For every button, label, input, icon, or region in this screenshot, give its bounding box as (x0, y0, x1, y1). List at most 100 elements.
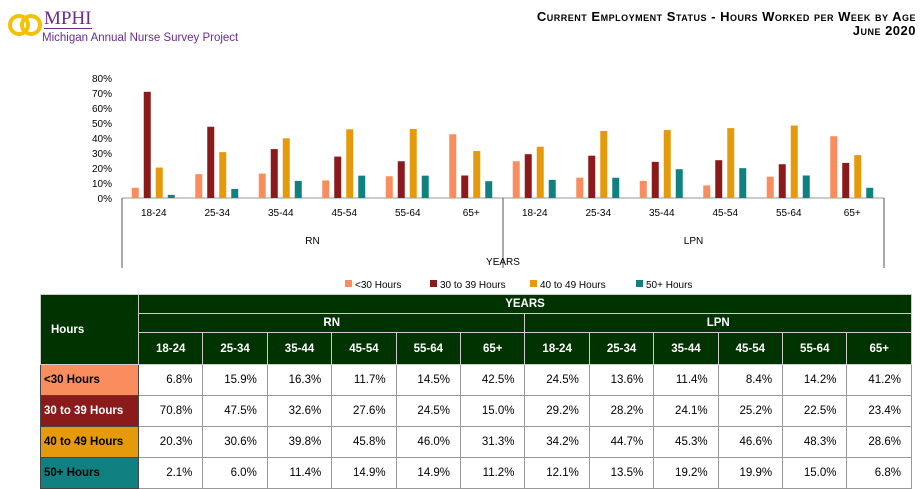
age-header: 25-34 (202, 332, 268, 365)
bar-rn-18-24-s1 (143, 91, 151, 198)
table-cell: 42.5% (460, 364, 526, 396)
bar-rn-65+-s2 (473, 151, 481, 198)
table-cell: 47.5% (202, 395, 268, 427)
mphi-logo-icon (8, 14, 42, 36)
table-cell: 44.7% (588, 426, 655, 458)
legend-label: <30 Hours (355, 280, 401, 291)
logo-text: MPHI (44, 8, 92, 29)
table-cell: 46.0% (395, 426, 462, 458)
table-row: 30 to 39 Hours 70.8% 47.5% 32.6% 27.6% 24.5% 1… (40, 395, 912, 427)
x-tick-label: 55-64 (395, 208, 421, 219)
bar-lpn-18-24-s1 (524, 154, 532, 198)
x-tick-label: 35-44 (649, 208, 675, 219)
table-cell: 24.5% (524, 364, 590, 396)
x-tick-label: 25-34 (585, 208, 611, 219)
y-tick-label: 30% (92, 149, 112, 160)
table-cell: 6.8% (137, 364, 204, 396)
bar-lpn-65+-s0 (830, 136, 838, 198)
table-cell: 13.6% (588, 364, 655, 396)
subtitle-line: June 2020 (852, 23, 916, 38)
table-cell: 15.0% (782, 457, 848, 489)
x-tick-label: 18-24 (141, 208, 167, 219)
row-label: <30 Hours (40, 364, 139, 396)
group-label: RN (305, 236, 319, 247)
table-cell: 11.2% (460, 457, 526, 489)
bar-rn-65+-s0 (449, 134, 457, 198)
bar-lpn-65+-s2 (854, 155, 862, 198)
table-cell: 30.6% (202, 426, 268, 458)
table-row: <30 Hours 6.8% 15.9% 16.3% 11.7% 14.5% 42.5% 24… (40, 364, 912, 396)
data-table: Hours YEARS RN LPN 18-24 25-34 35-44 45-54 55-… (40, 294, 912, 489)
bar-rn-55-64-s0 (385, 176, 393, 198)
bar-lpn-25-34-s1 (588, 155, 596, 198)
age-header: 55-64 (782, 332, 848, 365)
bar-lpn-35-44-s1 (651, 161, 659, 198)
bar-rn-55-64-s2 (409, 129, 417, 198)
x-tick-label: 35-44 (268, 208, 294, 219)
table-cell: 11.7% (331, 364, 397, 396)
logo: MPHI Michigan Annual Nurse Survey Projec… (8, 8, 238, 47)
table-cell: 14.2% (782, 364, 848, 396)
bar-lpn-45-54-s1 (715, 160, 723, 198)
bar-rn-45-54-s2 (346, 129, 354, 198)
table-cell: 39.8% (266, 426, 333, 458)
table-cell: 6.8% (846, 457, 912, 489)
bar-chart: 0% 10% 20% 30% 40% 50% 60% 70% 80% RN 18-24 25-34 35… (92, 74, 885, 291)
table-cell: 25.2% (717, 395, 784, 427)
table-cell: 12.1% (524, 457, 590, 489)
table-cell: 48.3% (782, 426, 848, 458)
table-cell: 32.6% (266, 395, 333, 427)
bar-rn-25-34-s3 (231, 189, 239, 198)
table-cell: 16.3% (266, 364, 333, 396)
table-cell: 24.5% (395, 395, 462, 427)
table-row: 50+ Hours 2.1% 6.0% 11.4% 14.9% 14.9% 11.2% 12.… (40, 457, 912, 489)
row-label: 30 to 39 Hours (40, 395, 139, 427)
table-cell: 46.6% (717, 426, 784, 458)
page-title: Current Employment Status - Hours Worked… (537, 10, 916, 38)
table-cell: 19.9% (717, 457, 784, 489)
group-header: LPN (524, 313, 912, 333)
bar-rn-35-44-s2 (282, 138, 290, 198)
y-tick-label: 70% (92, 89, 112, 100)
bar-rn-35-44-s3 (294, 180, 302, 198)
bar-rn-18-24-s3 (167, 194, 175, 198)
bar-lpn-45-54-s2 (727, 128, 735, 198)
row-label: 50+ Hours (40, 457, 139, 489)
age-header: 55-64 (395, 332, 462, 365)
row-label: 40 to 49 Hours (40, 426, 139, 458)
legend-label: 50+ Hours (646, 280, 692, 291)
age-header: 35-44 (266, 332, 333, 365)
bar-lpn-18-24-s3 (548, 179, 556, 198)
bar-rn-25-34-s2 (219, 152, 227, 198)
x-tick-label: 45-54 (712, 208, 738, 219)
table-cell: 34.2% (524, 426, 590, 458)
bar-lpn-25-34-s0 (576, 177, 584, 198)
table-cell: 15.9% (202, 364, 268, 396)
table-cell: 14.9% (331, 457, 397, 489)
age-header: 25-34 (588, 332, 655, 365)
legend-swatch (636, 280, 643, 287)
x-tick-label: 65+ (844, 208, 861, 219)
bar-lpn-55-64-s1 (778, 164, 786, 198)
table-cell: 23.4% (846, 395, 912, 427)
bar-rn-25-34-s0 (195, 174, 203, 198)
bar-lpn-35-44-s3 (675, 169, 683, 198)
x-tick-label: 65+ (463, 208, 480, 219)
y-tick-label: 40% (92, 134, 112, 145)
x-tick-label: 55-64 (776, 208, 802, 219)
logo-subtitle: Michigan Annual Nurse Survey Project (42, 32, 239, 44)
table-cell: 27.6% (331, 395, 397, 427)
bar-rn-18-24-s2 (155, 167, 163, 198)
y-tick-label: 0% (98, 194, 113, 205)
corner-header: Hours (40, 294, 139, 365)
legend-label: 30 to 39 Hours (440, 280, 506, 291)
legend-swatch (530, 280, 537, 287)
bar-lpn-18-24-s0 (512, 161, 520, 198)
bar-lpn-35-44-s0 (639, 180, 647, 198)
age-header: 45-54 (331, 332, 397, 365)
table-cell: 6.0% (202, 457, 268, 489)
table-cell: 14.9% (395, 457, 462, 489)
x-tick-label: 18-24 (522, 208, 548, 219)
table-cell: 15.0% (460, 395, 526, 427)
age-header: 65+ (460, 332, 526, 365)
